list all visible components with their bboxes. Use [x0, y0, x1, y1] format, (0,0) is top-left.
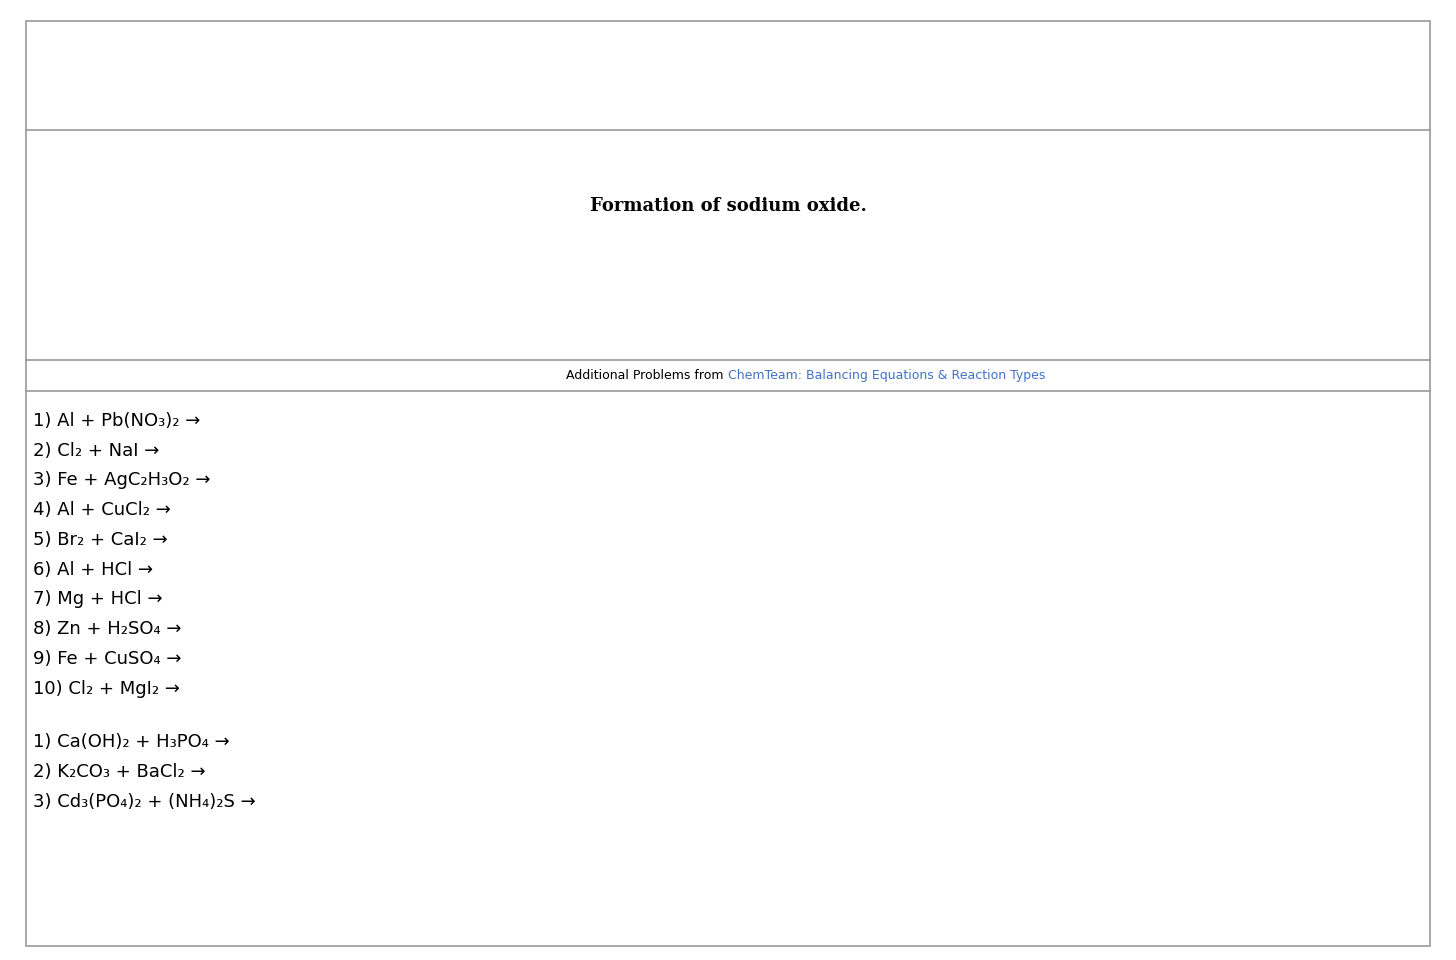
Text: 3) Fe + AgC₂H₃O₂ →: 3) Fe + AgC₂H₃O₂ →: [33, 471, 211, 490]
Text: 9) Fe + CuSO₄ →: 9) Fe + CuSO₄ →: [33, 650, 182, 668]
Text: Additional Problems from: Additional Problems from: [566, 369, 728, 382]
Text: 3) Cd₃(PO₄)₂ + (NH₄)₂S →: 3) Cd₃(PO₄)₂ + (NH₄)₂S →: [33, 793, 256, 811]
Text: 1) Al + Pb(NO₃)₂ →: 1) Al + Pb(NO₃)₂ →: [33, 412, 201, 430]
Text: 2) Cl₂ + NaI →: 2) Cl₂ + NaI →: [33, 442, 160, 460]
Text: 5) Br₂ + CaI₂ →: 5) Br₂ + CaI₂ →: [33, 531, 169, 549]
Text: 7) Mg + HCl →: 7) Mg + HCl →: [33, 590, 163, 609]
Text: 2) K₂CO₃ + BaCl₂ →: 2) K₂CO₃ + BaCl₂ →: [33, 763, 207, 781]
Text: 10) Cl₂ + MgI₂ →: 10) Cl₂ + MgI₂ →: [33, 680, 181, 698]
Text: 4) Al + CuCl₂ →: 4) Al + CuCl₂ →: [33, 501, 172, 519]
Text: 8) Zn + H₂SO₄ →: 8) Zn + H₂SO₄ →: [33, 620, 182, 638]
Text: 6) Al + HCl →: 6) Al + HCl →: [33, 561, 154, 579]
Text: Formation of sodium oxide.: Formation of sodium oxide.: [590, 198, 866, 215]
Text: ChemTeam: Balancing Equations & Reaction Types: ChemTeam: Balancing Equations & Reaction…: [728, 369, 1045, 382]
Text: 1) Ca(OH)₂ + H₃PO₄ →: 1) Ca(OH)₂ + H₃PO₄ →: [33, 733, 230, 752]
